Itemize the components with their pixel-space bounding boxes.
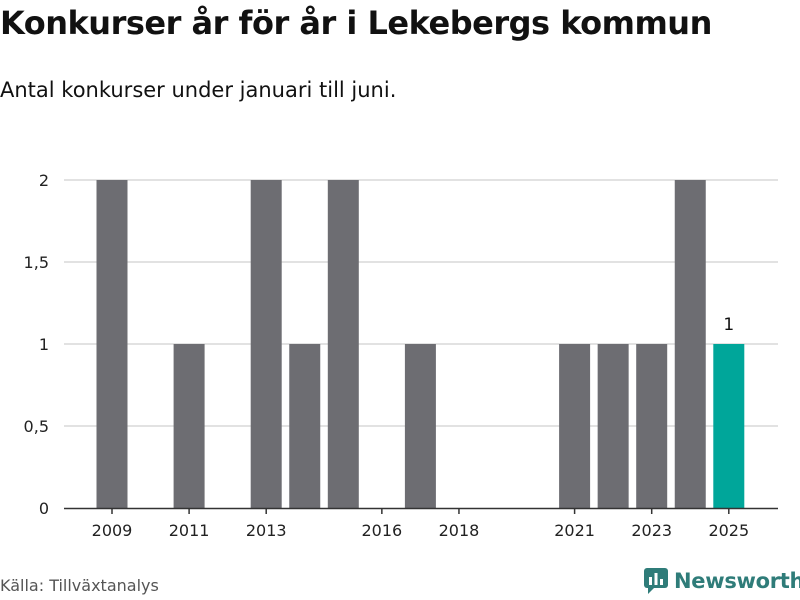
x-tick-label: 2013	[246, 521, 287, 540]
brand-logo: Newsworthy	[644, 568, 800, 594]
brand-name: Newsworthy	[674, 569, 800, 593]
newsworthy-logo-icon	[644, 568, 668, 594]
y-tick-label: 0,5	[24, 417, 49, 436]
x-tick-label: 2011	[169, 521, 210, 540]
source-note: Källa: Tillväxtanalys	[0, 576, 159, 595]
x-tick-label: 2025	[708, 521, 749, 540]
x-tick-label: 2018	[439, 521, 480, 540]
bar-2015	[327, 180, 359, 508]
bar-2025	[713, 344, 745, 508]
bar-2014	[289, 344, 321, 508]
bar-2011	[173, 344, 205, 508]
x-tick-label: 2009	[92, 521, 133, 540]
x-tick-label: 2023	[631, 521, 672, 540]
data-label: 1	[723, 315, 734, 335]
y-tick-label: 0	[39, 499, 49, 518]
bar-2024	[674, 180, 706, 508]
chart-title: Konkurser år för år i Lekebergs kommun	[0, 4, 712, 42]
x-tick-label: 2016	[361, 521, 402, 540]
y-tick-label: 1	[39, 335, 49, 354]
bar-2022	[597, 344, 629, 508]
bar-2009	[96, 180, 128, 508]
y-tick-label: 2	[39, 171, 49, 190]
chart-subtitle: Antal konkurser under januari till juni.	[0, 78, 397, 102]
bar-2021	[559, 344, 591, 508]
y-tick-label: 1,5	[24, 253, 49, 272]
bar-2023	[636, 344, 668, 508]
bar-2017	[404, 344, 436, 508]
bar-2013	[250, 180, 282, 508]
x-tick-label: 2021	[554, 521, 595, 540]
